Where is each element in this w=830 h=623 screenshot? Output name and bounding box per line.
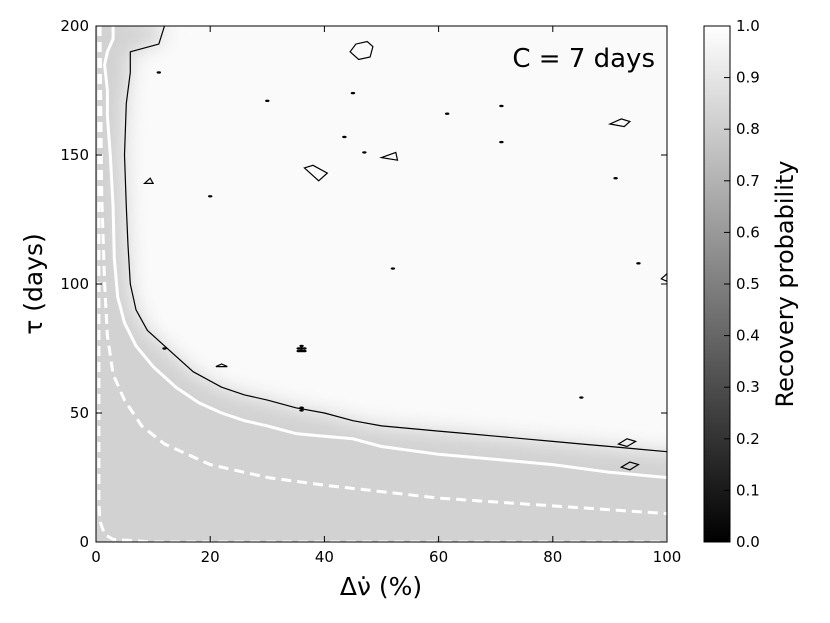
x-tick-label: 40 <box>315 548 334 566</box>
contour-dot <box>636 262 641 265</box>
contour-island <box>617 438 638 448</box>
colorbar-tick-label: 0.9 <box>736 69 760 87</box>
heatmap <box>96 26 667 542</box>
heat-band <box>96 26 667 542</box>
x-tick-label: 20 <box>201 548 220 566</box>
contour-island <box>660 272 667 283</box>
contour-dot <box>296 349 301 353</box>
y-tick-label: 0 <box>79 533 89 551</box>
colorbar-tick-label: 0.7 <box>736 172 760 190</box>
colorbar-tick-label: 0.6 <box>736 223 760 241</box>
contour-line <box>98 26 667 516</box>
colorbar-tick-label: 0.2 <box>736 430 760 448</box>
x-tick-label: 60 <box>429 548 448 566</box>
y-tick-label: 100 <box>60 275 89 293</box>
contour-dot <box>444 112 450 115</box>
colorbar-tick-label: 0.4 <box>736 327 760 345</box>
contour-dot <box>499 140 504 144</box>
contour-dot <box>342 135 347 139</box>
contour-dot <box>156 71 162 74</box>
contour-dot <box>299 344 304 348</box>
contour-island <box>215 363 228 368</box>
colorbar-tick-label: 0.1 <box>736 481 760 499</box>
contour-dot <box>162 347 167 350</box>
colorbar-tick-label: 0.0 <box>736 533 760 551</box>
contour-dot <box>302 349 307 353</box>
contour-dot <box>299 409 304 412</box>
contour-line <box>97 26 667 542</box>
contour-dot <box>298 347 303 350</box>
contour-dot <box>265 99 270 103</box>
contour-island <box>142 177 155 184</box>
contour-dot <box>579 396 584 399</box>
y-tick-label: 50 <box>70 404 89 422</box>
contour-dot <box>299 406 304 410</box>
y-tick-label: 150 <box>60 146 89 164</box>
contour-island <box>379 151 399 161</box>
contour-island <box>619 461 640 471</box>
contour-island <box>303 164 329 182</box>
x-axis-label: Δν̇ (%) <box>340 572 422 601</box>
contour-dot <box>613 177 618 180</box>
contour-island <box>349 40 374 61</box>
colorbar-tick-label: 1.0 <box>736 17 760 35</box>
x-tick-label: 100 <box>653 548 682 566</box>
contour-dot <box>362 151 367 154</box>
contour-lines <box>97 26 667 542</box>
colorbar-tick-label: 0.3 <box>736 378 760 396</box>
contour-dot <box>499 104 504 108</box>
contour-dot <box>208 195 213 198</box>
x-axis: 0 20 40 60 80 100 <box>91 26 681 566</box>
colorbar-label: Recovery probability <box>771 161 799 408</box>
contour-dot <box>390 267 396 270</box>
y-axis: 0 50 100 150 200 <box>60 17 667 551</box>
contour-island <box>607 118 632 128</box>
contour-dot <box>350 91 356 95</box>
annotation-label: C = 7 days <box>512 44 655 74</box>
colorbar-axis: 0.0 0.1 0.2 0.3 0.4 0.5 0.6 0.7 0.8 0.9 1.0 <box>724 17 760 551</box>
x-tick-label: 80 <box>543 548 562 566</box>
x-tick-label: 0 <box>91 548 101 566</box>
y-tick-label: 200 <box>60 17 89 35</box>
contour-line <box>103 26 667 479</box>
colorbar-tick-label: 0.5 <box>736 275 760 293</box>
y-axis-label: τ (days) <box>19 233 48 335</box>
contour-line <box>123 26 667 453</box>
colorbar-tick-label: 0.8 <box>736 120 760 138</box>
